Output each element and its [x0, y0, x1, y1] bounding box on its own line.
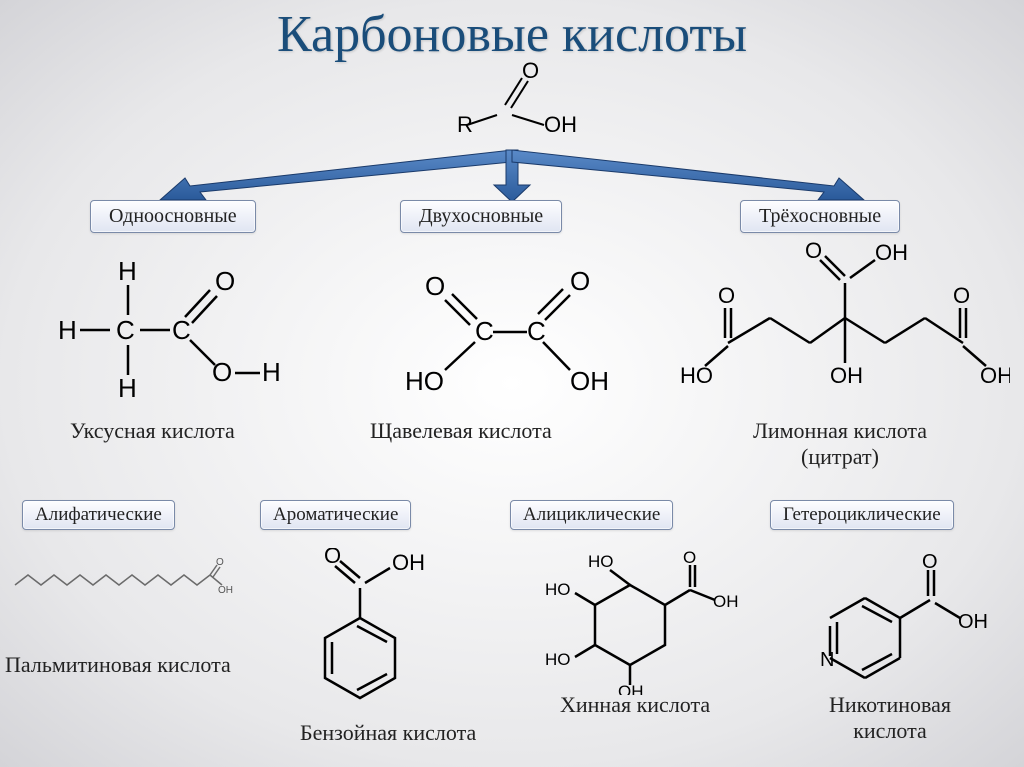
svg-text:C: C: [172, 315, 191, 345]
category-alicyclic: Алициклические: [510, 500, 673, 530]
svg-text:OH: OH: [218, 585, 233, 596]
atom-oh: OH: [544, 112, 577, 137]
svg-text:O: O: [570, 266, 590, 296]
general-formula-structure: R O OH: [447, 60, 577, 150]
svg-text:C: C: [116, 315, 135, 345]
svg-text:HO: HO: [588, 552, 614, 571]
structure-nicotinic-acid: N O OH: [810, 548, 990, 703]
label-benzoic-acid: Бензойная кислота: [300, 720, 476, 746]
label-nicotinic-acid: Никотиновая кислота: [800, 692, 980, 744]
category-aliphatic: Алифатические: [22, 500, 175, 530]
category-heterocyclic: Гетероциклические: [770, 500, 954, 530]
category-monobasic: Одноосновные: [90, 200, 256, 233]
svg-text:HO: HO: [545, 650, 571, 669]
svg-text:H: H: [118, 256, 137, 286]
structure-quinic-acid: HO HO OH HO O OH: [540, 545, 740, 700]
label-quinic-acid: Хинная кислота: [560, 692, 710, 718]
svg-text:H: H: [58, 315, 77, 345]
svg-text:OH: OH: [713, 592, 739, 611]
svg-text:O: O: [215, 266, 235, 296]
label-oxalic-acid: Щавелевая кислота: [370, 418, 552, 444]
svg-text:OH: OH: [570, 366, 609, 396]
svg-text:HO: HO: [405, 366, 444, 396]
structure-benzoic-acid: O OH: [300, 548, 470, 723]
svg-text:HO: HO: [680, 363, 713, 388]
atom-o-double: O: [522, 60, 539, 83]
svg-text:O: O: [324, 548, 341, 568]
label-acetic-acid: Уксусная кислота: [70, 418, 235, 444]
structure-palmitic-acid: OH O: [10, 555, 240, 610]
svg-text:OH: OH: [875, 240, 908, 265]
label-palmitic-acid: Пальмитиновая кислота: [5, 652, 231, 678]
atom-r: R: [457, 112, 473, 137]
structure-oxalic-acid: O C HO C O OH: [375, 250, 615, 415]
structure-citric-acid: O HO O OH OH O OH: [680, 238, 1010, 423]
structure-acetic-acid: H C H H C O O H: [50, 245, 280, 420]
svg-text:C: C: [527, 316, 546, 346]
svg-text:OH: OH: [980, 363, 1010, 388]
svg-text:O: O: [216, 557, 224, 568]
svg-text:OH: OH: [830, 363, 863, 388]
label-citric-acid: Лимонная кислота (цитрат): [740, 418, 940, 470]
svg-text:N: N: [820, 649, 834, 671]
svg-text:H: H: [262, 357, 280, 387]
svg-text:O: O: [683, 548, 696, 567]
svg-text:H: H: [118, 373, 137, 403]
svg-text:HO: HO: [545, 580, 571, 599]
category-dibasic: Двухосновные: [400, 200, 562, 233]
svg-text:OH: OH: [958, 611, 988, 633]
svg-text:O: O: [953, 283, 970, 308]
svg-text:O: O: [718, 283, 735, 308]
svg-text:O: O: [425, 271, 445, 301]
svg-text:OH: OH: [392, 550, 425, 575]
svg-text:O: O: [922, 551, 938, 573]
svg-text:O: O: [805, 238, 822, 263]
svg-text:C: C: [475, 316, 494, 346]
svg-text:O: O: [212, 357, 232, 387]
category-tribasic: Трёхосновные: [740, 200, 900, 233]
page-title: Карбоновые кислоты: [0, 0, 1024, 64]
category-aromatic: Ароматические: [260, 500, 411, 530]
